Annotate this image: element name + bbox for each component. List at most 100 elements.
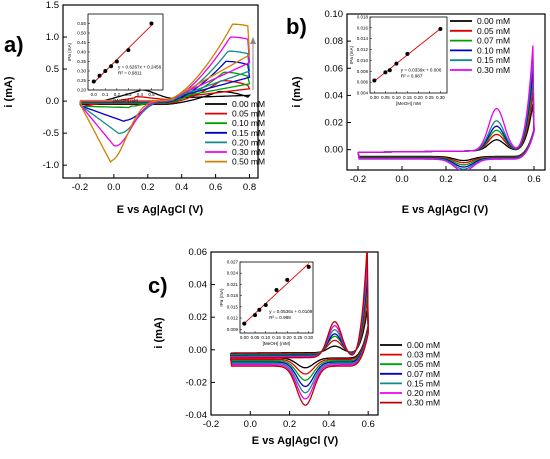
inset-x-label: [MeOH] mM bbox=[113, 98, 138, 103]
inset-data-point bbox=[263, 302, 268, 307]
inset-equation: y = 0.6267x + 0.2456 bbox=[118, 65, 162, 70]
legend-label: 0.03 mM bbox=[407, 350, 440, 360]
curves bbox=[79, 23, 252, 164]
y-tick-label: 1.5 bbox=[46, 0, 59, 11]
inset-x-tick-label: 0.10 bbox=[261, 335, 270, 340]
series-curve bbox=[79, 79, 251, 108]
inset-data-point bbox=[274, 288, 279, 293]
x-tick-label: 0.6 bbox=[362, 419, 375, 430]
inset-y-tick-label: 0.004 bbox=[357, 91, 369, 96]
inset-data-point bbox=[126, 48, 131, 53]
panel-label-a: a) bbox=[4, 32, 24, 57]
inset-x-tick-label: 0.5 bbox=[148, 92, 155, 97]
inset-y-tick-label: 0.40 bbox=[77, 50, 86, 55]
inset-y-label: IPa (mA) bbox=[219, 288, 224, 307]
inset-x-tick-label: 0.00 bbox=[370, 95, 379, 100]
inset-x-tick-label: 0.2 bbox=[114, 92, 121, 97]
series-curve bbox=[357, 45, 535, 170]
legend-label: 0.05 mM bbox=[477, 26, 510, 36]
inset-y-tick-label: 0.024 bbox=[227, 271, 239, 276]
inset-y-tick-label: 0.25 bbox=[77, 78, 86, 83]
panel-label-b: b) bbox=[286, 14, 307, 39]
y-tick-label: -1.0 bbox=[43, 160, 59, 171]
legend-label: 0.30 mM bbox=[407, 398, 440, 408]
x-axis-label: E vs Ag|AgCl (V) bbox=[117, 204, 204, 216]
y-axis-label: i (mA) bbox=[291, 76, 303, 108]
legend-label: 0.20 mM bbox=[407, 388, 440, 398]
inset-data-point bbox=[103, 69, 108, 73]
y-tick-label: -0.04 bbox=[185, 410, 207, 421]
inset-x-tick-label: 0.25 bbox=[294, 335, 303, 340]
inset-chart: 0.0 0.1 0.2 0.3 0.4 0.5 0.55 0.50 0.45 0.40 0.35 0.… bbox=[67, 13, 164, 103]
inset-x-tick-label: 0.15 bbox=[272, 335, 281, 340]
trend-arrow-head bbox=[250, 37, 256, 44]
panel-label-c: c) bbox=[148, 273, 168, 298]
y-tick-label: 0.00 bbox=[325, 145, 344, 156]
x-tick-label: 0.4 bbox=[483, 174, 496, 185]
legend-label: 0.00 mM bbox=[477, 16, 510, 26]
legend-label: 0.50 mM bbox=[232, 157, 265, 167]
legend-label: 0.10 mM bbox=[477, 45, 510, 55]
y-tick-label: 0.0 bbox=[46, 96, 59, 107]
series-curve bbox=[229, 252, 369, 406]
inset-y-tick-label: 0.35 bbox=[77, 59, 86, 64]
chart-3: -0.2 0.0 0.2 0.4 0.6 0.06 0.04 0.02 0.00 -0.02 -0.… bbox=[153, 247, 440, 447]
inset-data-point bbox=[394, 61, 399, 66]
legend-label: 0.15 mM bbox=[232, 128, 265, 138]
inset-x-tick-label: 0.10 bbox=[392, 95, 401, 100]
y-tick-label: 1.0 bbox=[46, 32, 59, 43]
inset-x-tick-label: 0.0 bbox=[91, 92, 98, 97]
inset-r2: R² = 0.987 bbox=[401, 74, 423, 79]
inset-data-point bbox=[372, 78, 377, 83]
x-tick-label: 0.0 bbox=[395, 174, 408, 185]
legend-label: 0.05 mM bbox=[232, 109, 265, 119]
legend-label: 0.05 mM bbox=[407, 359, 440, 369]
x-tick-label: 0.6 bbox=[209, 182, 222, 193]
legend-label: 0.20 mM bbox=[232, 137, 265, 147]
inset-x-tick-label: 0.4 bbox=[137, 92, 144, 97]
x-tick-label: 0.8 bbox=[243, 182, 256, 193]
inset-x-tick-label: 0.05 bbox=[381, 95, 390, 100]
inset-data-point bbox=[91, 79, 96, 84]
inset-data-point bbox=[242, 321, 247, 326]
inset-data-point bbox=[253, 313, 258, 318]
inset-x-tick-label: 0.20 bbox=[283, 335, 292, 340]
curves bbox=[357, 45, 535, 170]
legend-label: 0.30 mM bbox=[477, 65, 510, 75]
inset-x-tick-label: 0.1 bbox=[102, 92, 109, 97]
plot-frame bbox=[210, 251, 379, 416]
inset-data-point bbox=[383, 70, 388, 75]
legend-label: 0.00 mM bbox=[407, 340, 440, 350]
inset-y-tick-label: 0.009 bbox=[227, 327, 239, 332]
legend-label: 0.07 mM bbox=[407, 369, 440, 379]
x-tick-label: 0.2 bbox=[439, 174, 452, 185]
inset-y-tick-label: 0.006 bbox=[357, 80, 369, 85]
inset-y-tick-label: 0.021 bbox=[227, 282, 239, 287]
inset-x-tick-label: 0.30 bbox=[304, 335, 313, 340]
inset-x-tick-label: 0.15 bbox=[403, 95, 412, 100]
legend-label: 0.15 mM bbox=[477, 55, 510, 65]
inset-x-label: [MeOH] mM bbox=[396, 101, 421, 106]
inset-data-point bbox=[149, 21, 154, 26]
legend-label: 0.00 mM bbox=[232, 99, 265, 109]
y-tick-label: 0.04 bbox=[325, 90, 344, 101]
x-tick-label: -0.2 bbox=[350, 174, 366, 185]
inset-y-tick-label: 0.20 bbox=[77, 88, 86, 93]
inset-r2: R² = 0.988 bbox=[269, 315, 291, 320]
inset-y-tick-label: 0.015 bbox=[227, 304, 239, 309]
legend-label: 0.10 mM bbox=[232, 118, 265, 128]
inset-x-tick-label: 0.3 bbox=[125, 92, 132, 97]
inset-y-tick-label: 0.55 bbox=[77, 21, 86, 26]
y-tick-label: 0.02 bbox=[325, 118, 344, 129]
y-tick-label: -0.5 bbox=[43, 128, 59, 139]
x-tick-label: -0.2 bbox=[72, 182, 88, 193]
inset-x-tick-label: 0.05 bbox=[251, 335, 260, 340]
y-tick-label: 0.00 bbox=[189, 345, 208, 356]
inset-fit-line bbox=[93, 25, 152, 83]
chart-1: -0.2 0.0 0.2 0.4 0.6 0.8 1.5 1.0 0.5 0.0 -0.5 -1.0 E… bbox=[3, 0, 265, 216]
y-tick-label: 0.08 bbox=[325, 36, 344, 47]
inset-data-point bbox=[387, 68, 392, 73]
inset-y-tick-label: 0.008 bbox=[357, 69, 369, 74]
inset-r2: R² = 0.9811 bbox=[118, 71, 142, 76]
inset-y-label: IPa (mA) bbox=[67, 42, 72, 61]
